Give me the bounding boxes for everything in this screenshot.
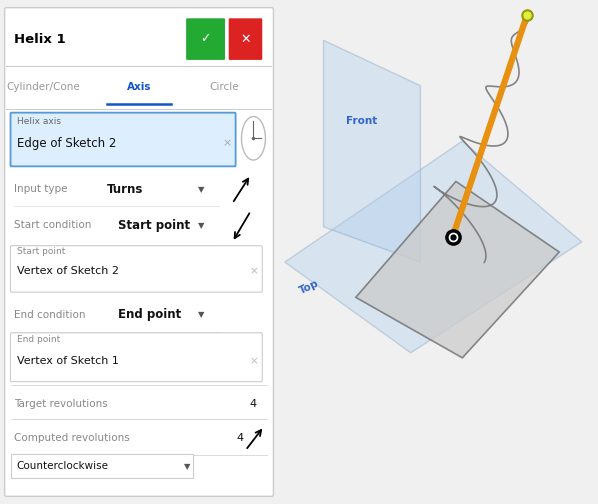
Text: Helix 1: Helix 1	[14, 33, 66, 45]
Text: Target revolutions: Target revolutions	[14, 399, 108, 409]
Text: ▼: ▼	[197, 221, 204, 230]
Text: Start condition: Start condition	[14, 220, 91, 230]
Text: End condition: End condition	[14, 310, 86, 320]
Text: Vertex of Sketch 2: Vertex of Sketch 2	[17, 266, 118, 276]
Text: Start point: Start point	[118, 219, 190, 232]
Text: Edge of Sketch 2: Edge of Sketch 2	[17, 137, 116, 150]
Text: ▼: ▼	[184, 462, 191, 471]
Text: ✕: ✕	[240, 33, 251, 45]
Text: Axis: Axis	[127, 83, 151, 93]
Text: Helix axis: Helix axis	[17, 117, 60, 126]
Text: End point: End point	[118, 308, 181, 322]
FancyBboxPatch shape	[11, 454, 193, 478]
Text: Input type: Input type	[14, 184, 68, 194]
Polygon shape	[285, 141, 582, 353]
Text: Computed revolutions: Computed revolutions	[14, 433, 130, 444]
Text: Cylinder/Cone: Cylinder/Cone	[7, 83, 80, 93]
Text: ×: ×	[249, 266, 258, 276]
FancyBboxPatch shape	[11, 333, 263, 382]
Text: 4: 4	[237, 433, 244, 444]
Text: Turns: Turns	[107, 182, 144, 196]
FancyBboxPatch shape	[11, 113, 236, 166]
Text: Top: Top	[298, 278, 321, 296]
Text: Circle: Circle	[209, 83, 239, 93]
FancyBboxPatch shape	[5, 8, 273, 496]
Text: ×: ×	[249, 356, 258, 366]
FancyBboxPatch shape	[228, 18, 263, 60]
FancyBboxPatch shape	[186, 18, 225, 60]
Text: Start point: Start point	[17, 247, 65, 257]
Circle shape	[242, 116, 266, 160]
Text: ✓: ✓	[200, 33, 211, 45]
Polygon shape	[324, 40, 420, 262]
Text: Vertex of Sketch 1: Vertex of Sketch 1	[17, 356, 118, 366]
Text: 4: 4	[250, 399, 257, 409]
Text: ▼: ▼	[197, 184, 204, 194]
Text: Counterclockwise: Counterclockwise	[17, 461, 109, 471]
Text: End point: End point	[17, 335, 60, 344]
Text: ▼: ▼	[197, 310, 204, 320]
Polygon shape	[356, 181, 559, 358]
FancyBboxPatch shape	[11, 246, 263, 292]
Text: Front: Front	[346, 116, 377, 126]
Text: ×: ×	[222, 138, 231, 148]
